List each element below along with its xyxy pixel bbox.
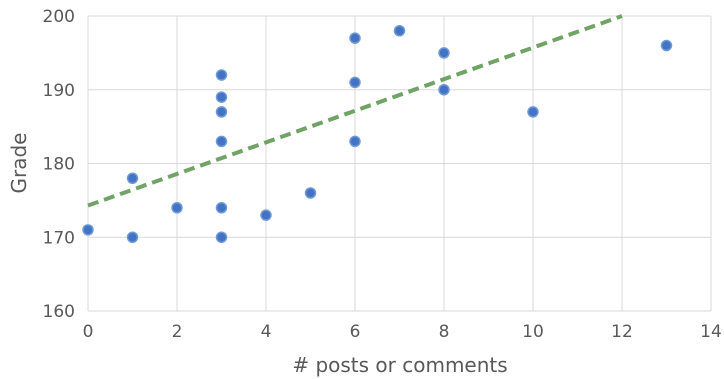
- trendline-layer: [87, 14, 623, 208]
- y-tick-label: 200: [43, 7, 75, 27]
- x-tick-label: 12: [611, 322, 633, 342]
- x-tick-label: 6: [350, 322, 361, 342]
- x-tick-label: 14: [700, 322, 722, 342]
- data-point: [660, 39, 673, 52]
- x-tick-label: 2: [172, 322, 183, 342]
- data-point: [126, 172, 139, 184]
- data-point: [349, 32, 361, 44]
- y-axis-title: Grade: [7, 133, 31, 194]
- data-point: [304, 187, 317, 199]
- x-tick-label: 10: [522, 322, 544, 342]
- data-points: [82, 25, 673, 243]
- data-point: [215, 231, 228, 243]
- y-tick-label: 160: [43, 302, 75, 322]
- x-axis-ticks: 0 2 4 6 8 10 12 14: [83, 322, 722, 342]
- x-tick-label: 4: [261, 322, 272, 342]
- trendline: [87, 14, 623, 208]
- data-point: [215, 106, 228, 118]
- data-point: [171, 202, 183, 214]
- data-point: [260, 209, 272, 221]
- data-point: [126, 231, 139, 243]
- gridlines: [87, 15, 712, 312]
- data-point: [527, 106, 539, 118]
- x-axis-title: # posts or comments: [292, 353, 507, 377]
- data-point: [393, 25, 406, 37]
- data-point: [215, 69, 228, 81]
- y-tick-label: 190: [43, 81, 75, 101]
- data-point: [438, 47, 450, 59]
- x-tick-label: 8: [439, 322, 450, 342]
- data-point: [215, 91, 228, 103]
- data-point: [215, 202, 228, 214]
- data-point: [349, 76, 361, 89]
- y-tick-label: 180: [43, 155, 75, 175]
- x-tick-label: 0: [83, 322, 94, 342]
- data-point: [349, 135, 361, 148]
- y-tick-label: 170: [43, 228, 75, 248]
- data-point: [438, 84, 450, 96]
- y-axis-ticks: 160 170 180 190 200: [43, 7, 75, 322]
- data-point: [215, 135, 228, 148]
- data-point: [82, 224, 94, 236]
